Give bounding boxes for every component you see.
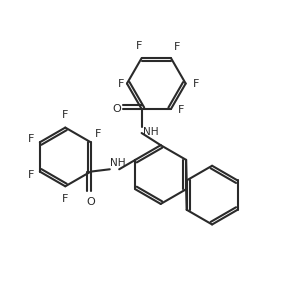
Text: F: F (193, 79, 199, 88)
Text: NH: NH (110, 158, 126, 168)
Text: F: F (28, 134, 34, 144)
Text: O: O (86, 197, 95, 207)
Text: F: F (135, 41, 142, 51)
Text: F: F (118, 79, 125, 88)
Text: F: F (62, 194, 68, 204)
Text: F: F (174, 42, 180, 52)
Text: F: F (28, 169, 34, 180)
Text: O: O (112, 104, 121, 114)
Text: F: F (94, 128, 101, 139)
Text: NH: NH (143, 127, 159, 137)
Text: F: F (62, 110, 68, 120)
Text: F: F (178, 105, 185, 116)
